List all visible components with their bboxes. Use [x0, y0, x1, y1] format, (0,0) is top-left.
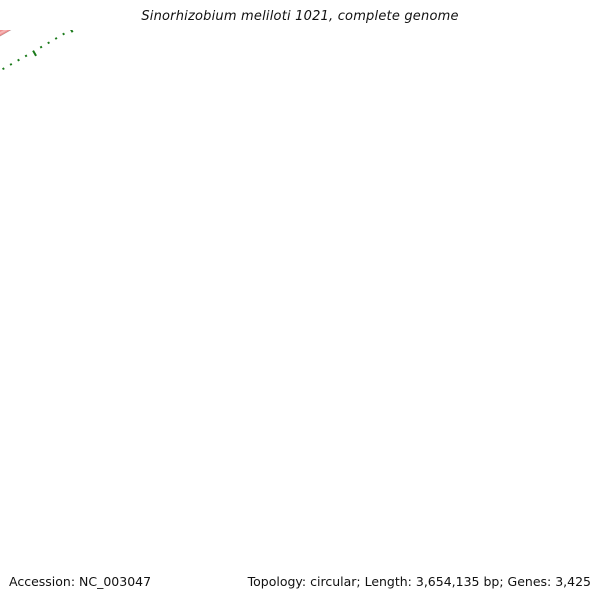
gene-labels: SMc02911nusASMc02913infBrbfAtruB — [0, 0, 164, 199]
cds-features — [0, 0, 265, 180]
tick-marks — [2, 2, 116, 71]
gene-features — [0, 0, 60, 114]
gene-label-infb: infB — [0, 5, 2, 16]
genome-stats-text: Topology: circular; Length: 3,654,135 bp… — [247, 574, 591, 589]
tick-mark — [108, 6, 111, 11]
tick-mark — [70, 30, 74, 33]
tick-mark — [2, 67, 5, 71]
tick-mark — [47, 41, 50, 45]
cds-arrow-3-shine — [0, 0, 39, 93]
tick-mark — [54, 37, 58, 40]
tick-mark — [115, 2, 116, 4]
tick-mark — [93, 15, 94, 17]
tick-mark — [62, 32, 65, 36]
kbp-labels: 268 kbp269 kbp270 kbp271 kbp272 kbp273 k… — [0, 0, 191, 83]
tick-mark — [24, 54, 28, 58]
tick-mark — [32, 50, 37, 57]
tick-mark — [17, 58, 20, 62]
cds-arrow-3[interactable] — [0, 0, 46, 95]
map-title: Sinorhizobium meliloti 1021, complete ge… — [141, 9, 459, 24]
genome-backbone — [0, 0, 386, 226]
tick-mark — [9, 63, 13, 66]
accession-text: Accession: NC_003047 — [9, 574, 152, 589]
tick-mark — [78, 24, 79, 26]
tick-mark — [85, 20, 86, 22]
gene-infb-shine — [0, 30, 8, 35]
genome-backbone-highlight — [0, 0, 385, 225]
gene-infb[interactable] — [0, 0, 60, 114]
tick-mark — [39, 45, 43, 49]
tick-mark — [100, 11, 101, 13]
